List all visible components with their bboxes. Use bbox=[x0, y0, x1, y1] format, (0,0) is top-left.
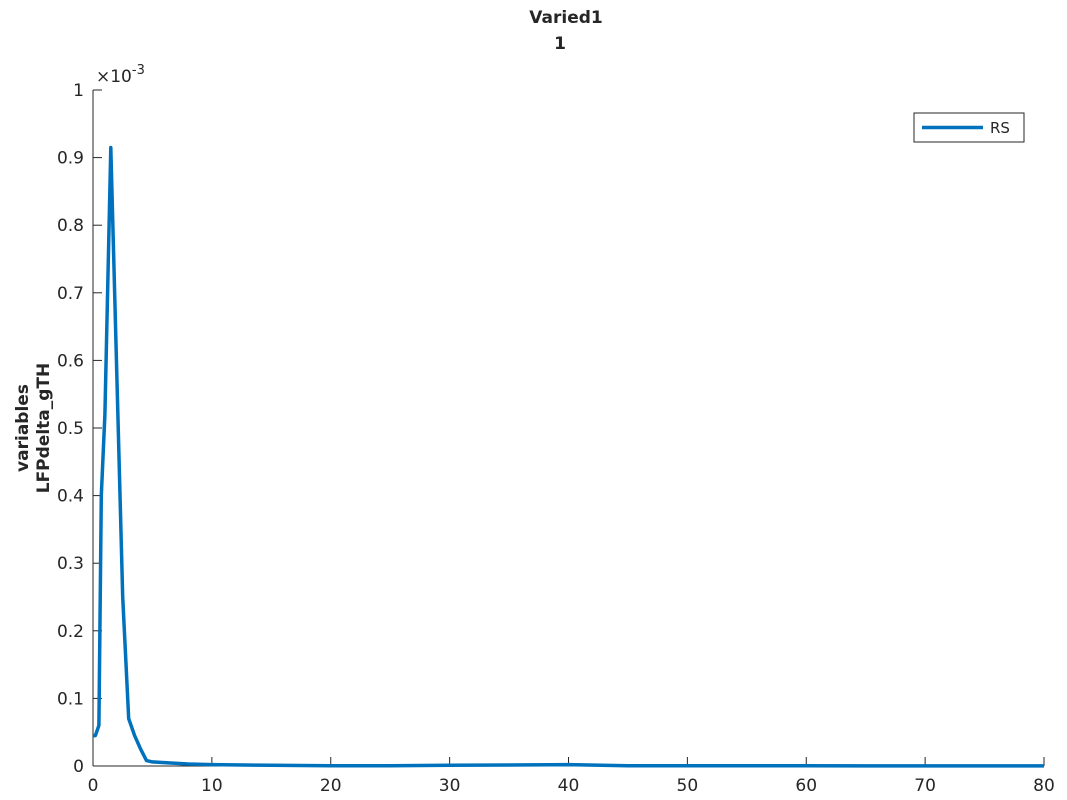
x-ticks: 0 10 20 30 40 50 60 70 80 bbox=[88, 757, 1055, 796]
y-tick-label: 1 bbox=[73, 81, 84, 101]
series-line-rs bbox=[93, 145, 1044, 768]
y-tick-label: 0.1 bbox=[57, 689, 84, 709]
y-tick-label: 0.8 bbox=[57, 216, 84, 236]
y-tick-label: 0.3 bbox=[57, 554, 84, 574]
x-tick-label: 20 bbox=[320, 776, 342, 796]
x-tick-label: 30 bbox=[439, 776, 461, 796]
y-tick-label: 0 bbox=[73, 757, 84, 777]
x-tick-label: 0 bbox=[88, 776, 99, 796]
y-tick-label: 0.6 bbox=[57, 351, 84, 371]
x-tick-label: 40 bbox=[558, 776, 580, 796]
x-tick-label: 50 bbox=[677, 776, 699, 796]
y-tick-label: 0.4 bbox=[57, 487, 84, 507]
x-tick-label: 10 bbox=[201, 776, 223, 796]
x-tick-label: 80 bbox=[1033, 776, 1055, 796]
y-tick-label: 0.5 bbox=[57, 419, 84, 439]
y-tick-label: 0.7 bbox=[57, 284, 84, 304]
svg-text:LFPdelta_gTH: LFPdelta_gTH bbox=[34, 363, 54, 494]
y-ticks: 0 0.1 0.2 0.3 0.4 0.5 0.6 0.7 0.8 0.9 1 bbox=[57, 81, 102, 777]
y-axis-label: variables LFPdelta_gTH bbox=[13, 363, 54, 494]
legend: RS bbox=[913, 112, 1025, 143]
x-tick-label: 70 bbox=[914, 776, 936, 796]
x-tick-label: 60 bbox=[795, 776, 817, 796]
legend-label-rs: RS bbox=[990, 119, 1010, 137]
y-exponent-label: ×10-3 bbox=[96, 63, 145, 87]
chart-title-line-1: Varied1 bbox=[529, 8, 602, 28]
y-tick-label: 0.2 bbox=[57, 622, 84, 642]
chart-title-line-2: 1 bbox=[554, 34, 566, 54]
svg-text:variables: variables bbox=[13, 384, 33, 472]
series-layer bbox=[93, 145, 1044, 768]
y-tick-label: 0.9 bbox=[57, 149, 84, 169]
